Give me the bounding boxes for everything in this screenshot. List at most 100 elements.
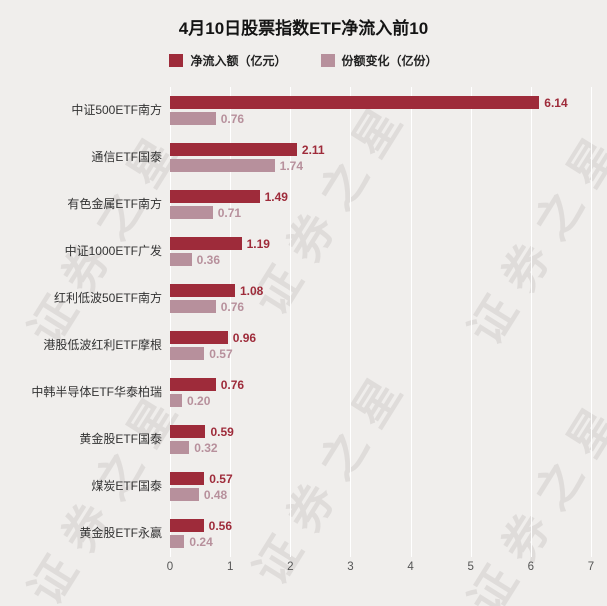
category-label: 红利低波50ETF南方	[53, 290, 162, 305]
category-label: 中韩半导体ETF华泰柏瑞	[31, 384, 162, 399]
bar-line: 0.57	[170, 346, 591, 362]
bar-value-label: 0.57	[209, 471, 233, 486]
share-change-bar	[170, 300, 216, 313]
bar-group: 0.76 0.20	[170, 377, 591, 409]
bar-value-label: 2.11	[301, 142, 325, 157]
share-change-bar	[170, 112, 216, 125]
chart-legend: 净流入额（亿元） 份额变化（亿份）	[0, 52, 607, 69]
bar-value-label: 0.56	[208, 518, 233, 533]
share-change-bar	[170, 488, 199, 501]
bar-value-label: 1.08	[239, 283, 264, 298]
bar-value-label: 0.57	[209, 346, 233, 361]
bar-line: 1.08	[170, 283, 591, 299]
bar-group: 1.49 0.71	[170, 189, 591, 221]
bar-value-label: 0.36	[196, 252, 220, 267]
bar-line: 0.48	[170, 487, 591, 503]
bar-line: 1.74	[170, 158, 591, 174]
bar-line: 0.57	[170, 471, 591, 487]
x-axis-tick-label: 3	[347, 561, 354, 573]
x-axis-tick-label: 1	[226, 561, 234, 573]
chart-row: 通信ETF国泰 2.11 1.74	[0, 134, 607, 181]
share-change-bar	[170, 206, 213, 219]
bar-value-label: 1.49	[264, 189, 288, 204]
legend-label: 净流入额（亿元）	[190, 54, 287, 68]
gridline	[170, 87, 171, 557]
bar-line: 0.59	[170, 424, 591, 440]
x-axis-tick-label: 6	[527, 561, 535, 573]
x-axis-tick-label: 2	[287, 561, 294, 573]
category-label: 港股低波红利ETF摩根	[43, 337, 162, 352]
bar-value-label: 0.76	[220, 377, 245, 392]
net-inflow-bar	[170, 96, 540, 109]
chart-row: 黄金股ETF永赢 0.56 0.24	[0, 510, 607, 557]
category-label: 黄金股ETF国泰	[79, 431, 162, 446]
net-inflow-bar	[170, 190, 260, 203]
chart-row: 黄金股ETF国泰 0.59 0.32	[0, 416, 607, 463]
category-label: 黄金股ETF永赢	[79, 525, 162, 540]
bar-value-label: 1.19	[246, 236, 270, 251]
gridline	[410, 87, 412, 557]
share-change-bar	[170, 347, 205, 360]
gridline	[470, 87, 472, 557]
legend-item-net-inflow: 净流入额（亿元）	[169, 52, 287, 69]
category-label: 煤炭ETF国泰	[91, 478, 162, 493]
chart-row: 中韩半导体ETF华泰柏瑞 0.76 0.20	[0, 369, 607, 416]
bar-group: 0.59 0.32	[170, 424, 591, 456]
x-axis-tick-label: 7	[587, 561, 595, 573]
net-inflow-bar	[170, 519, 204, 532]
bar-chart: 中证500ETF南方 6.14 0.76 通信ETF国泰 2.11 1.74 有色金属ETF…	[0, 87, 607, 583]
category-label: 中证500ETF南方	[71, 102, 162, 117]
bar-group: 2.11 1.74	[170, 142, 591, 174]
bar-line: 2.11	[170, 142, 591, 158]
chart-row: 红利低波50ETF南方 1.08 0.76	[0, 275, 607, 322]
x-axis-tick-label: 0	[166, 561, 174, 573]
share-change-bar	[170, 159, 275, 172]
net-inflow-bar	[170, 284, 235, 297]
x-axis-tick-label: 5	[467, 561, 474, 573]
bar-line: 0.76	[170, 299, 591, 315]
bar-group: 0.56 0.24	[170, 518, 591, 550]
bar-value-label: 0.71	[217, 205, 242, 220]
legend-label: 份额变化（亿份）	[341, 54, 438, 68]
x-axis-tick-label: 4	[407, 561, 414, 573]
bar-value-label: 0.59	[210, 424, 234, 439]
bar-group: 1.08 0.76	[170, 283, 591, 315]
bar-line: 1.19	[170, 236, 591, 252]
bar-line: 0.32	[170, 440, 591, 456]
category-label: 通信ETF国泰	[91, 149, 162, 164]
bar-line: 0.36	[170, 252, 591, 268]
chart-row: 中证1000ETF广发 1.19 0.36	[0, 228, 607, 275]
chart-row: 港股低波红利ETF摩根 0.96 0.57	[0, 322, 607, 369]
bar-line: 6.14	[170, 95, 591, 111]
chart-row: 有色金属ETF南方 1.49 0.71	[0, 181, 607, 228]
net-inflow-bar	[170, 472, 205, 485]
net-inflow-bar	[170, 425, 206, 438]
chart-title: 4月10日股票指数ETF净流入前10	[178, 19, 429, 38]
gridline	[230, 87, 232, 557]
bar-group: 6.14 0.76	[170, 95, 591, 127]
bar-line: 0.71	[170, 205, 591, 221]
chart-rows: 中证500ETF南方 6.14 0.76 通信ETF国泰 2.11 1.74 有色金属ETF…	[0, 87, 607, 557]
net-inflow-bar	[170, 378, 216, 391]
bar-value-label: 0.76	[220, 299, 245, 314]
chart-row: 中证500ETF南方 6.14 0.76	[0, 87, 607, 134]
bar-group: 0.57 0.48	[170, 471, 591, 503]
bar-value-label: 1.74	[279, 158, 303, 173]
bar-line: 0.24	[170, 534, 591, 550]
bar-line: 0.56	[170, 518, 591, 534]
gridlines	[170, 87, 592, 557]
share-change-swatch-icon	[320, 54, 335, 67]
bar-line: 0.76	[170, 111, 591, 127]
bar-value-label: 0.96	[232, 330, 257, 345]
share-change-bar	[170, 394, 183, 407]
bar-group: 0.96 0.57	[170, 330, 591, 362]
bar-group: 1.19 0.36	[170, 236, 591, 268]
bar-value-label: 0.48	[203, 487, 228, 502]
bar-line: 0.20	[170, 393, 591, 409]
category-label: 有色金属ETF南方	[67, 196, 162, 211]
bar-value-label: 0.24	[189, 534, 213, 549]
share-change-bar	[170, 253, 192, 266]
bar-line: 0.76	[170, 377, 591, 393]
gridline	[290, 87, 292, 557]
